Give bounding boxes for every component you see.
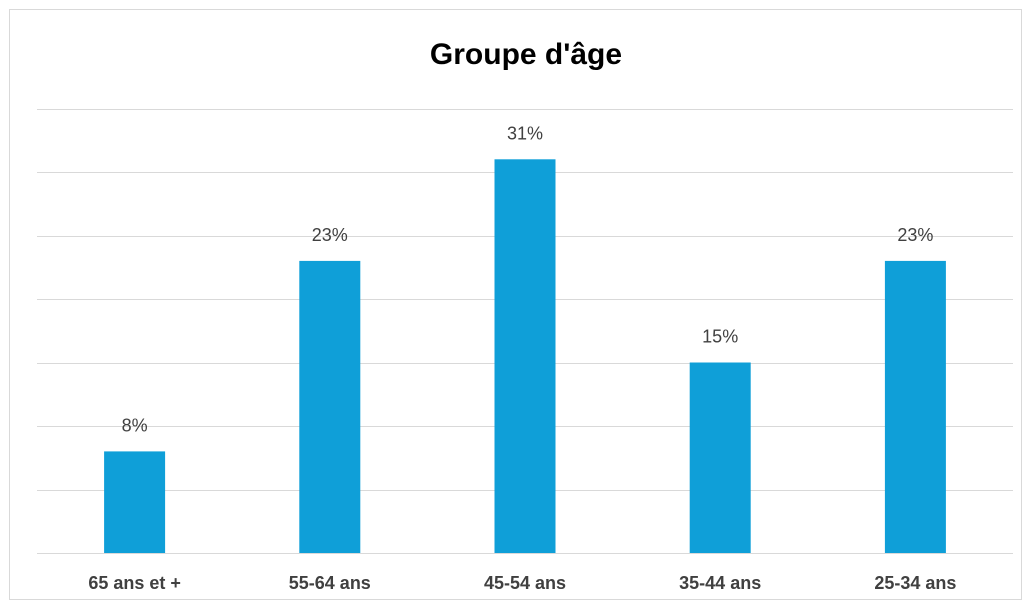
data-label-4: 15% — [702, 327, 738, 347]
category-axis: 65 ans et + 55-64 ans 45-54 ans 35-44 ans 25… — [88, 573, 956, 593]
data-label-1: 8% — [122, 415, 148, 435]
category-label-2: 55-64 ans — [289, 573, 371, 593]
bar-4 — [689, 362, 751, 553]
bar-2 — [299, 260, 361, 553]
category-label-5: 25-34 ans — [874, 573, 956, 593]
bar-1 — [104, 451, 166, 553]
bar-3 — [494, 159, 556, 554]
category-label-3: 45-54 ans — [484, 573, 566, 593]
bar-5 — [884, 260, 946, 553]
data-labels: 8% 23% 31% 15% 23% — [122, 123, 934, 435]
bars — [104, 159, 946, 554]
data-label-5: 23% — [897, 225, 933, 245]
data-label-3: 31% — [507, 123, 543, 143]
data-label-2: 23% — [312, 225, 348, 245]
category-label-4: 35-44 ans — [679, 573, 761, 593]
chart-title: Groupe d'âge — [430, 38, 622, 71]
category-label-1: 65 ans et + — [88, 573, 181, 593]
